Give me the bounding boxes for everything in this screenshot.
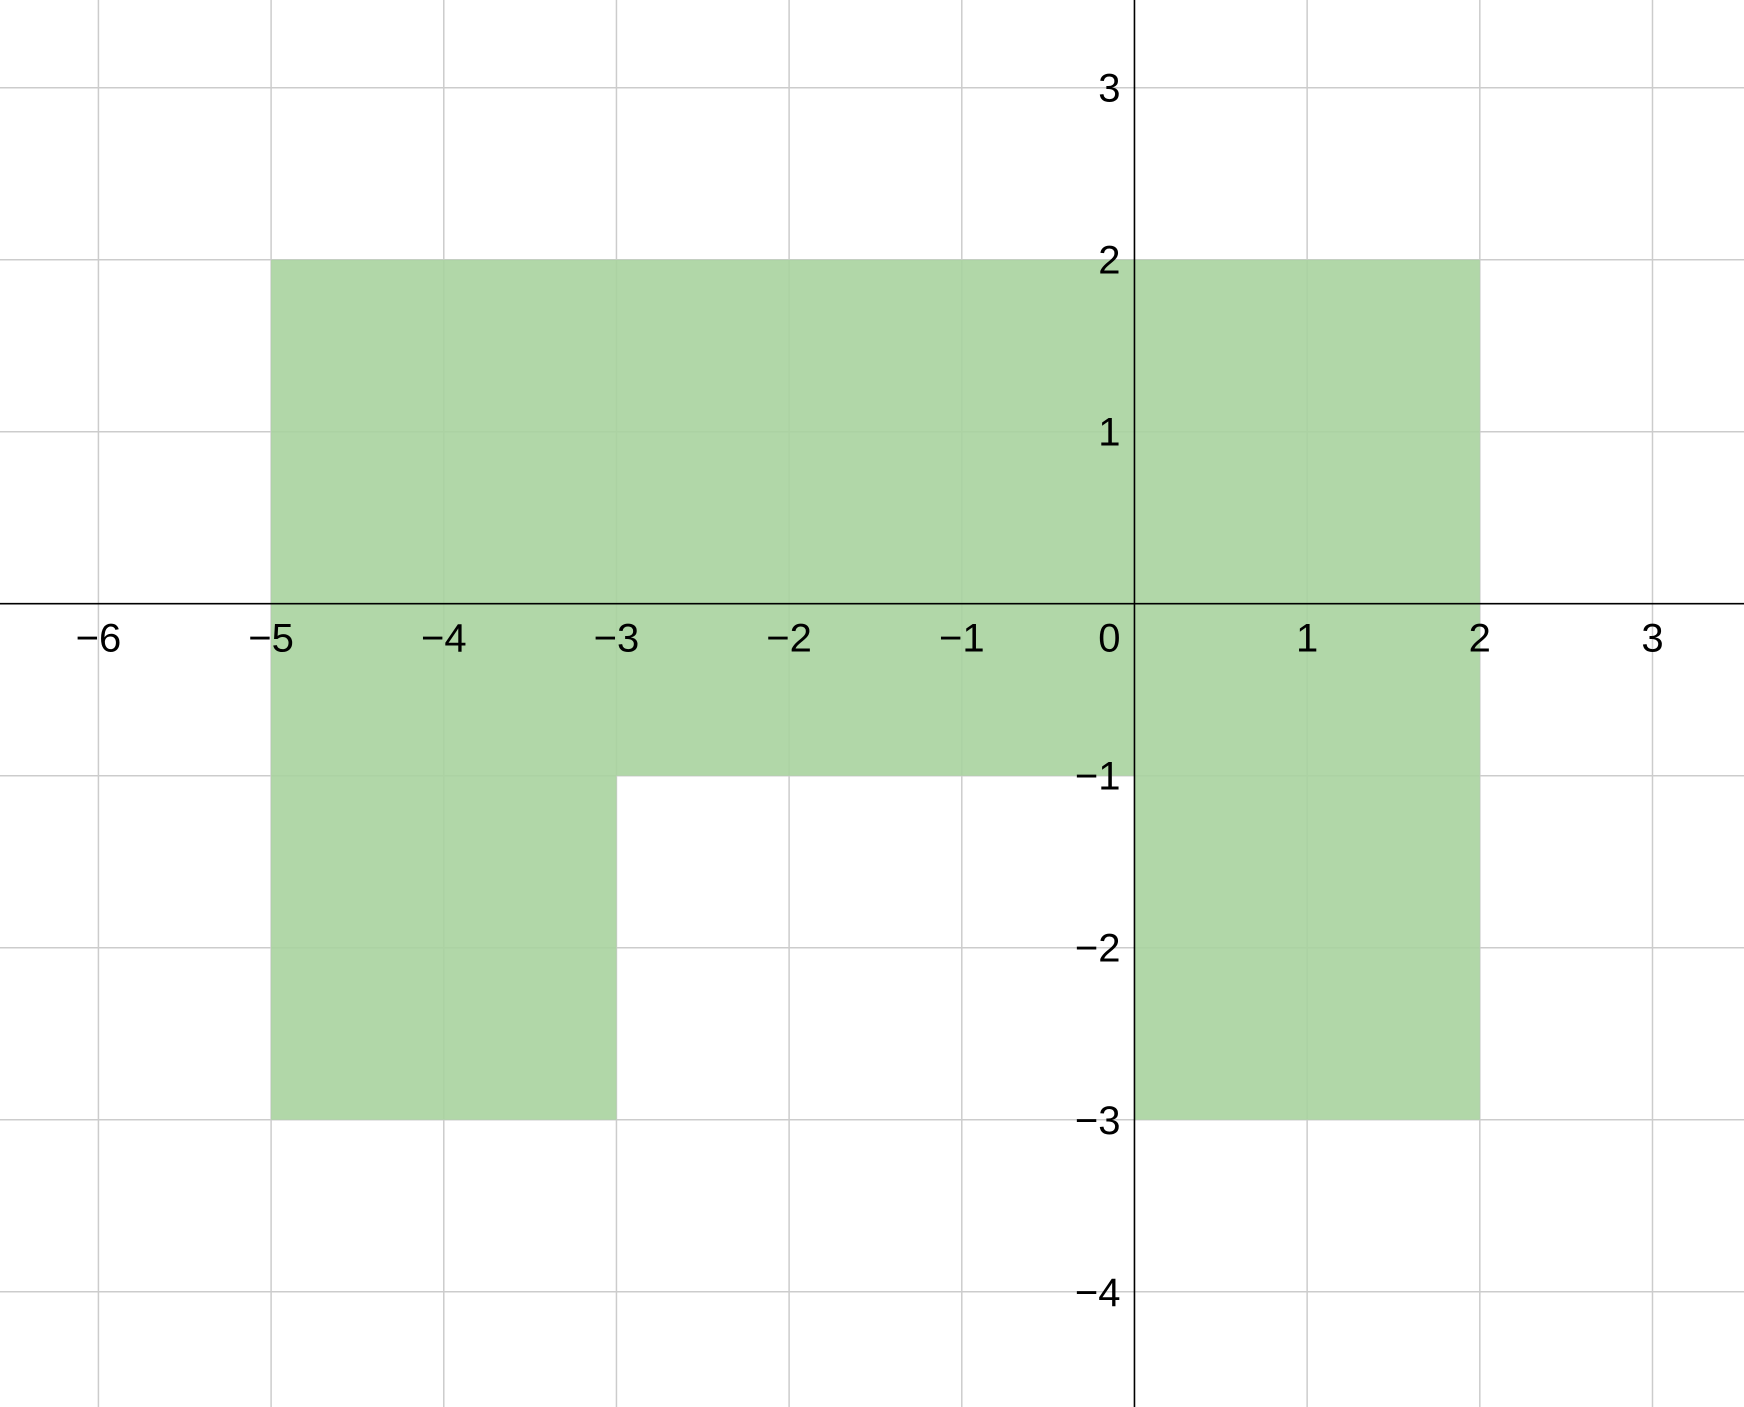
origin-label: 0: [1098, 617, 1120, 661]
x-tick-label: 3: [1641, 617, 1663, 661]
y-tick-label: 2: [1098, 239, 1120, 283]
y-tick-label: −4: [1075, 1271, 1121, 1315]
y-tick-label: 1: [1098, 411, 1120, 455]
x-tick-label: −5: [248, 617, 294, 661]
y-tick-label: −1: [1075, 755, 1121, 799]
y-tick-label: −2: [1075, 927, 1121, 971]
shaded-region-layer: [271, 259, 1480, 1120]
x-tick-label: −4: [421, 617, 467, 661]
x-tick-label: 1: [1296, 617, 1318, 661]
y-tick-label: −3: [1075, 1099, 1121, 1143]
x-tick-label: −6: [76, 617, 122, 661]
x-tick-label: 2: [1469, 617, 1491, 661]
x-tick-label: −3: [594, 617, 640, 661]
x-tick-label: −1: [939, 617, 985, 661]
tick-labels: −6 −5 −4 −3 −2 −1 1 2 3 3 2 1 −1 −2 −3 −4 0: [76, 67, 1664, 1315]
shaded-region: [271, 259, 1480, 1120]
x-tick-label: −2: [766, 617, 812, 661]
y-tick-label: 3: [1098, 67, 1120, 111]
